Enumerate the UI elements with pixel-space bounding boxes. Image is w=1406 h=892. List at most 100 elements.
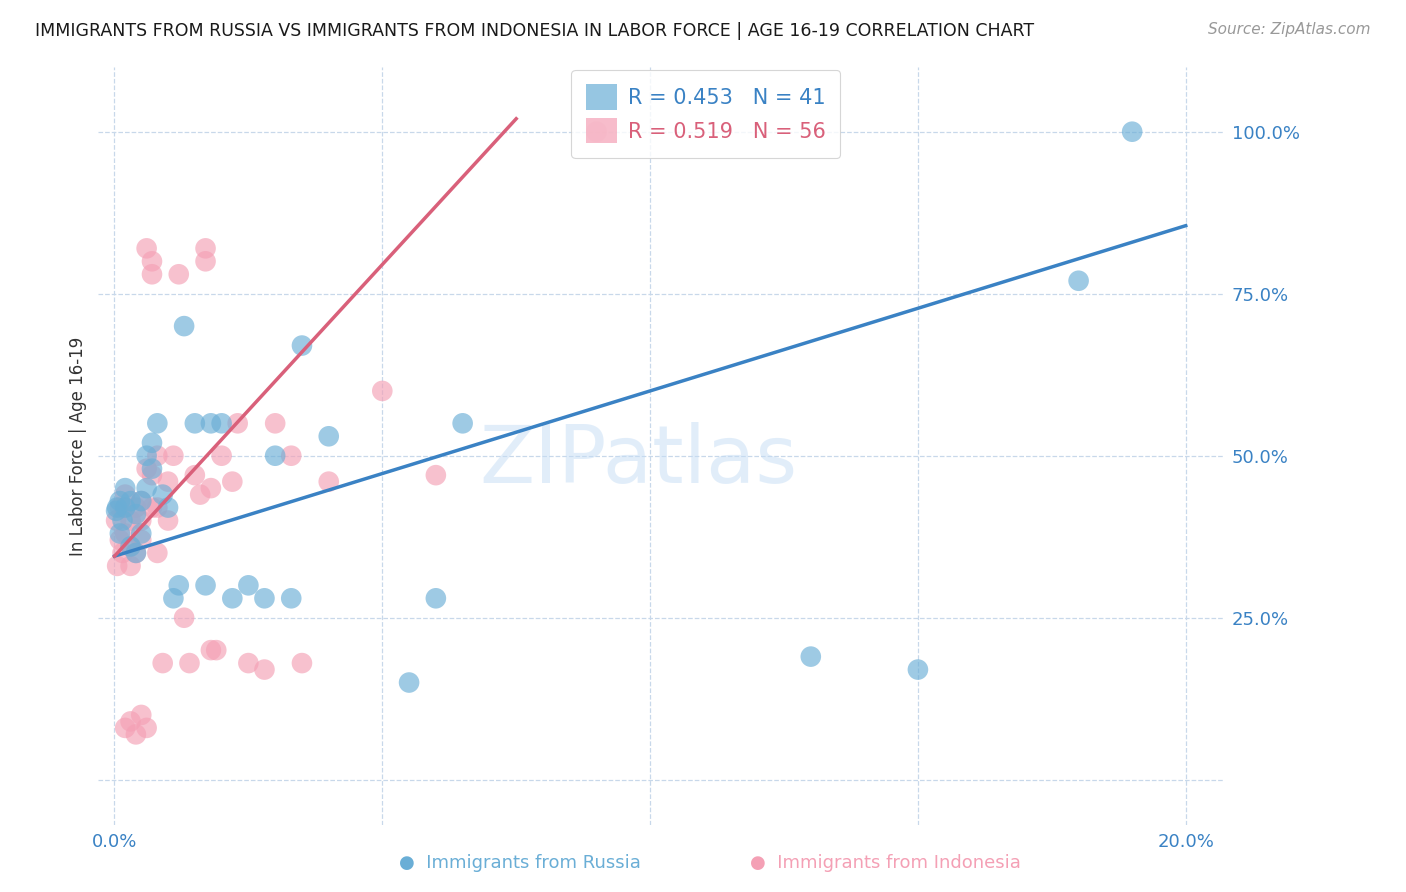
Point — [125, 500, 148, 515]
Point — [221, 475, 243, 489]
Point — [129, 526, 152, 541]
Point — [194, 241, 217, 255]
Point — [253, 591, 276, 606]
Point — [291, 338, 314, 352]
Point — [135, 241, 157, 255]
Point — [371, 384, 394, 398]
Point — [108, 500, 131, 515]
Point — [238, 656, 260, 670]
Point — [125, 727, 148, 741]
Point — [135, 481, 157, 495]
Point — [146, 449, 169, 463]
Point — [425, 591, 447, 606]
Point — [167, 578, 190, 592]
Point — [105, 558, 128, 573]
Point — [135, 449, 157, 463]
Point — [146, 417, 169, 431]
Point — [114, 500, 136, 515]
Point — [221, 591, 243, 606]
Point — [135, 721, 157, 735]
Legend: R = 0.453   N = 41, R = 0.519   N = 56: R = 0.453 N = 41, R = 0.519 N = 56 — [571, 70, 841, 158]
Point — [907, 663, 929, 677]
Point — [179, 656, 201, 670]
Point — [141, 461, 163, 475]
Point — [129, 494, 152, 508]
Point — [194, 254, 217, 268]
Text: ZIPatlas: ZIPatlas — [479, 422, 797, 500]
Point — [129, 533, 152, 547]
Text: Source: ZipAtlas.com: Source: ZipAtlas.com — [1208, 22, 1371, 37]
Point — [120, 514, 142, 528]
Point — [157, 514, 180, 528]
Point — [105, 504, 128, 518]
Point — [120, 558, 142, 573]
Point — [157, 500, 180, 515]
Point — [264, 449, 287, 463]
Point — [1121, 125, 1143, 139]
Point — [200, 481, 222, 495]
Point — [318, 475, 340, 489]
Point — [146, 500, 169, 515]
Point — [157, 475, 180, 489]
Point — [226, 417, 249, 431]
Text: ●  Immigrants from Russia: ● Immigrants from Russia — [399, 855, 641, 872]
Point — [125, 546, 148, 560]
Point — [125, 546, 148, 560]
Point — [114, 500, 136, 515]
Point — [152, 656, 174, 670]
Point — [280, 449, 302, 463]
Point — [120, 494, 142, 508]
Point — [129, 707, 152, 722]
Point — [141, 468, 163, 483]
Point — [800, 649, 823, 664]
Point — [114, 481, 136, 495]
Point — [264, 417, 287, 431]
Point — [1067, 274, 1090, 288]
Point — [253, 663, 276, 677]
Point — [173, 319, 195, 334]
Point — [105, 514, 128, 528]
Point — [291, 656, 314, 670]
Point — [162, 591, 184, 606]
Point — [188, 487, 211, 501]
Text: ●  Immigrants from Indonesia: ● Immigrants from Indonesia — [751, 855, 1021, 872]
Point — [451, 417, 474, 431]
Point — [120, 714, 142, 729]
Point — [184, 417, 207, 431]
Point — [108, 533, 131, 547]
Point — [280, 591, 302, 606]
Point — [108, 494, 131, 508]
Point — [114, 526, 136, 541]
Point — [398, 675, 420, 690]
Point — [108, 526, 131, 541]
Point — [125, 507, 148, 521]
Point — [318, 429, 340, 443]
Point — [141, 267, 163, 281]
Point — [173, 611, 195, 625]
Point — [425, 468, 447, 483]
Point — [120, 540, 142, 554]
Point — [194, 578, 217, 592]
Point — [129, 494, 152, 508]
Point — [211, 417, 233, 431]
Point — [205, 643, 228, 657]
Text: IMMIGRANTS FROM RUSSIA VS IMMIGRANTS FROM INDONESIA IN LABOR FORCE | AGE 16-19 C: IMMIGRANTS FROM RUSSIA VS IMMIGRANTS FRO… — [35, 22, 1035, 40]
Point — [152, 487, 174, 501]
Point — [111, 546, 134, 560]
Point — [211, 449, 233, 463]
Point — [141, 254, 163, 268]
Point — [146, 546, 169, 560]
Point — [114, 721, 136, 735]
Point — [238, 578, 260, 592]
Point — [585, 125, 607, 139]
Point — [141, 500, 163, 515]
Point — [200, 417, 222, 431]
Point — [184, 468, 207, 483]
Point — [120, 540, 142, 554]
Point — [114, 487, 136, 501]
Y-axis label: In Labor Force | Age 16-19: In Labor Force | Age 16-19 — [69, 336, 87, 556]
Point — [200, 643, 222, 657]
Point — [135, 461, 157, 475]
Point — [162, 449, 184, 463]
Point — [111, 514, 134, 528]
